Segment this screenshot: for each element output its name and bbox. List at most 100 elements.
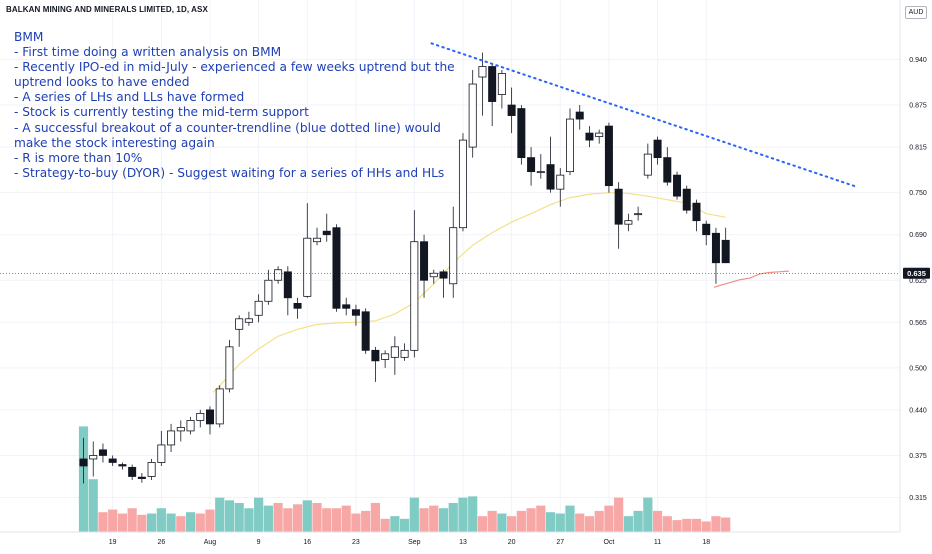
x-tick-label: Sep [408,539,421,546]
price-axis[interactable]: 0.315 0.375 0.440 0.500 0.565 0.625 0.690 0.750… [909,57,927,502]
candle-up [497,73,506,95]
candle-up [176,427,185,432]
candle-up [478,66,487,78]
volume-bar [254,497,264,532]
candle-down [351,309,360,316]
candle-down [283,271,292,299]
x-tick-label: 11 [654,539,661,546]
volume-bar [234,502,244,532]
volume-bar [721,517,731,532]
volume-bar [195,513,205,532]
candle-up [313,237,322,243]
analysis-note: BMM - First time doing a written analysi… [14,30,514,181]
candle-down [420,241,429,281]
candle-down [585,132,594,141]
candle-down [604,125,613,187]
volume-bar [399,518,410,532]
volume-bar [273,502,283,532]
candle-up [147,462,156,477]
time-axis[interactable]: 19 26 Aug 9 16 23 Sep 13 20 27 Oct 11 18 [109,539,710,546]
note-line: - Strategy-to-buy (DYOR) - Suggest waiti… [14,165,445,180]
volume-bar [565,505,575,532]
candle-down [371,349,380,362]
candle-down [702,223,711,236]
volume-bar [176,516,186,532]
volume-bar [98,512,108,532]
candle-up [303,237,312,297]
x-tick-label: 16 [303,539,311,546]
candle-up [566,118,575,173]
candle-up [400,349,409,358]
candle-up [89,455,98,460]
candle-down [488,66,497,102]
volume-bar [292,504,303,532]
volume-bar [312,502,322,532]
volume-bar [623,516,633,532]
volume-bar [147,513,157,532]
volume-bar [438,508,449,532]
volume-bar [614,497,624,532]
last-price-tag [903,267,930,279]
volume-bar [604,505,614,532]
candle-up [381,353,390,360]
candle-up [254,300,263,316]
candle-down [507,104,516,116]
candles [79,52,730,484]
candle-up [458,139,467,229]
y-tick-label: 0.565 [909,320,927,327]
x-tick-label: 20 [508,539,516,546]
candle-up [244,318,253,323]
currency-badge[interactable]: AUD [905,6,927,19]
candle-down [711,232,720,264]
candle-down [614,188,623,225]
volume-bar [429,505,439,532]
volume-bar [341,505,351,532]
candle-down [692,202,701,222]
candle-up [643,153,652,176]
volume-bar [419,508,429,532]
x-tick-label: Aug [204,539,217,546]
volume-bar [244,508,254,532]
candle-down [517,108,526,159]
volume-bar [361,510,371,532]
candle-down [546,164,555,190]
candle-up [390,346,399,358]
candle-down [653,139,662,159]
x-tick-label: 19 [109,539,117,546]
volume-bar [643,497,653,532]
volume-bar [370,502,380,532]
candle-up [429,272,438,278]
volume-bar [633,510,643,532]
candle-up [536,171,545,174]
candle-down [137,476,146,479]
candle-up [410,241,419,351]
candle-down [205,409,214,425]
candle-up [468,83,477,148]
x-tick-label: Oct [603,539,614,546]
y-tick-label: 0.625 [909,278,927,285]
volume-bar [205,509,215,532]
long-moving-average-line [713,270,789,288]
volume-bar [555,513,565,532]
y-tick-label: 0.690 [909,232,927,239]
candle-up [157,444,166,463]
volume-bar [117,513,128,532]
note-line: BMM [14,30,44,44]
candle-down [98,449,107,456]
y-tick-label: 0.750 [909,190,927,197]
volume-bar [711,516,721,532]
x-tick-label: 13 [459,539,467,546]
y-tick-label: 0.940 [909,57,927,64]
volume-bar [487,510,497,532]
candle-down [682,188,691,211]
candle-down [721,239,730,264]
candle-up [624,220,633,225]
candle-up [556,174,565,190]
volume-bar [575,513,585,532]
x-tick-label: 9 [257,539,261,546]
volume-bar [108,509,118,532]
candle-down [361,311,370,351]
candle-down [322,230,331,236]
